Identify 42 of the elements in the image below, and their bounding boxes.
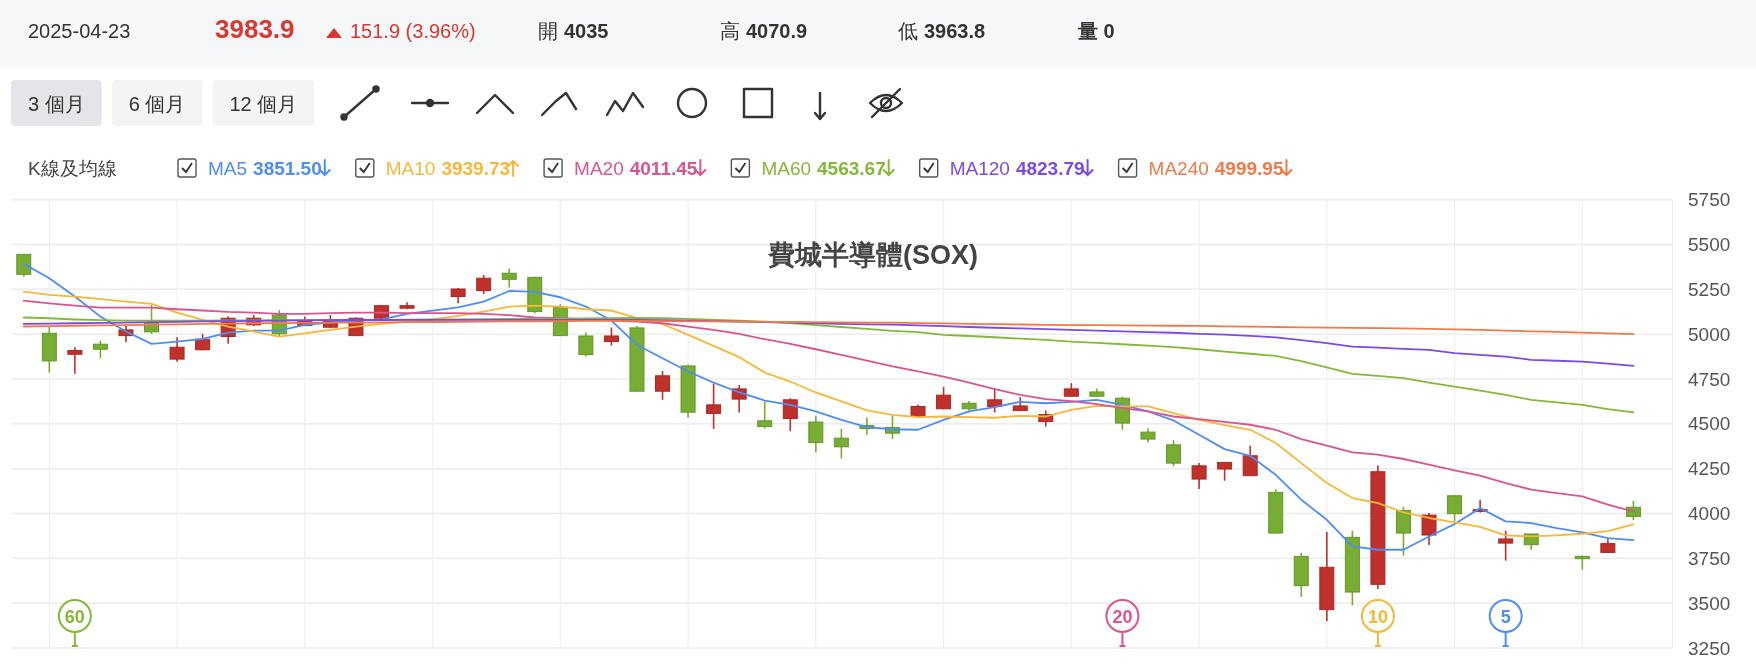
y-tick-label: 4500 bbox=[1688, 413, 1731, 435]
text: 4823.79 bbox=[1015, 158, 1085, 179]
text: 2025-04-23 bbox=[28, 20, 131, 42]
text: 3 個月 bbox=[28, 93, 85, 115]
y-tick-label: 3750 bbox=[1688, 547, 1731, 569]
text: MA10 bbox=[385, 158, 436, 179]
text: 量 0 bbox=[1077, 20, 1115, 42]
text: 3851.50 bbox=[253, 158, 322, 179]
legend-title: K線及均線 bbox=[28, 158, 117, 179]
y-tick-label: 5500 bbox=[1688, 234, 1731, 256]
y-tick-label: 4000 bbox=[1688, 503, 1731, 525]
text: MA5 bbox=[208, 158, 248, 179]
y-tick-label: 3250 bbox=[1688, 637, 1731, 659]
text: 151.9 (3.96%) bbox=[350, 20, 476, 42]
annotation: 60 bbox=[64, 607, 85, 627]
text: MA60 bbox=[761, 158, 812, 179]
text: 3983.9 bbox=[215, 14, 295, 44]
text: 3939.73 bbox=[441, 158, 511, 179]
text: 3963.8 bbox=[924, 20, 986, 42]
text: 費城半導體(SOX) bbox=[766, 240, 979, 270]
text: 4999.95 bbox=[1214, 158, 1284, 179]
text: 4563.67 bbox=[817, 158, 886, 179]
text: 12 個月 bbox=[229, 93, 298, 115]
text: 4035 bbox=[564, 20, 609, 42]
text: 低 bbox=[898, 20, 918, 42]
text: MA120 bbox=[949, 158, 1010, 179]
text: MA240 bbox=[1148, 158, 1209, 179]
y-tick-label: 3500 bbox=[1688, 592, 1731, 614]
text: 6 個月 bbox=[128, 93, 186, 115]
y-tick-label: 4750 bbox=[1688, 368, 1731, 390]
y-tick-label: 5250 bbox=[1688, 278, 1731, 300]
y-tick-label: 5000 bbox=[1688, 323, 1731, 345]
annotation: 10 bbox=[1367, 607, 1388, 627]
y-tick-label: 4250 bbox=[1688, 458, 1731, 480]
text: 4070.9 bbox=[746, 20, 808, 42]
annotation: 5 bbox=[1500, 607, 1511, 627]
y-tick-label: 5750 bbox=[1688, 189, 1731, 211]
text: MA20 bbox=[574, 158, 624, 179]
annotation: 20 bbox=[1112, 607, 1133, 627]
text: 4011.45 bbox=[629, 158, 698, 179]
text: 高 bbox=[720, 20, 740, 42]
text: 開 bbox=[538, 20, 558, 42]
